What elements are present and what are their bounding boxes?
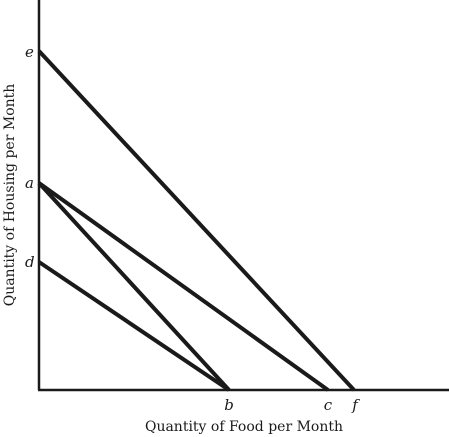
point-label-d: d <box>25 253 35 271</box>
point-label-a: a <box>25 174 34 192</box>
line-e-f <box>37 49 356 392</box>
x-axis-title: Quantity of Food per Month <box>145 419 343 435</box>
point-label-b: b <box>224 396 234 414</box>
line-a-c <box>37 181 330 392</box>
point-label-e: e <box>25 43 34 61</box>
y-axis-title: Quantity of Housing per Month <box>2 84 18 307</box>
point-label-f: f <box>351 396 360 414</box>
point-label-c: c <box>324 396 333 414</box>
line-a-b <box>37 181 231 392</box>
line-d-b <box>37 260 231 392</box>
